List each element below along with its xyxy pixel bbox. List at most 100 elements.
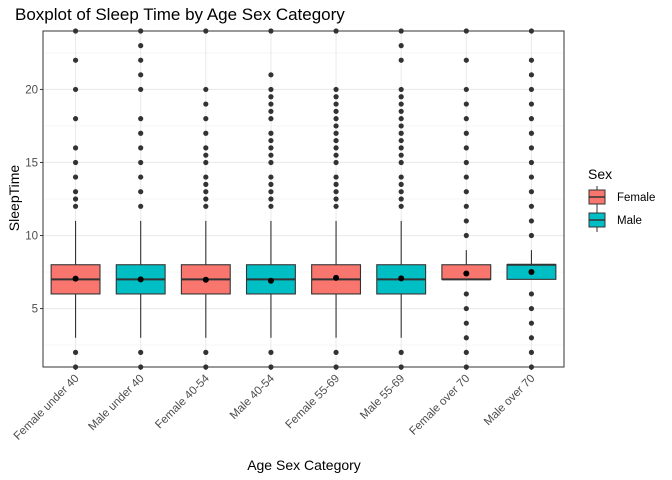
outlier-point [398, 57, 404, 63]
outlier-point [528, 335, 535, 341]
outlier-point [138, 116, 144, 122]
box-7 [506, 28, 557, 370]
outlier-point [203, 174, 209, 180]
panel-border [42, 30, 565, 368]
x-axis-title: Age Sex Category [247, 457, 361, 473]
outlier-point [463, 335, 469, 341]
outlier-point [528, 320, 535, 326]
outlier-point [398, 43, 404, 49]
outlier-point [72, 116, 79, 122]
outlier-point [398, 196, 404, 202]
box-4 [311, 28, 362, 370]
outlier-point [398, 116, 404, 122]
outlier-point [268, 196, 274, 202]
outlier-point [138, 43, 144, 49]
outlier-point [333, 349, 339, 355]
outlier-point [203, 159, 209, 166]
outlier-point [268, 189, 274, 195]
outlier-point [333, 123, 339, 129]
outlier-point [463, 189, 469, 195]
box-2 [180, 28, 231, 370]
outlier-point [528, 232, 535, 239]
x-tick-label: Female over 70 [407, 373, 472, 438]
outlier-point [333, 86, 339, 93]
outlier-point [203, 86, 209, 93]
outlier-point [203, 116, 209, 122]
outlier-point [138, 57, 144, 63]
outlier-point [333, 137, 339, 144]
outlier-point [463, 291, 469, 297]
legend-label: Male [617, 215, 642, 227]
outlier-point [398, 159, 404, 166]
mean-point [72, 275, 79, 282]
legend-label: Female [617, 192, 655, 204]
outlier-point [333, 203, 339, 209]
outlier-point [268, 137, 274, 144]
outlier-point [528, 189, 535, 195]
outlier-point [268, 181, 274, 187]
y-tick-label: 20 [25, 84, 38, 96]
outlier-point [333, 181, 339, 187]
x-tick-label: Male under 40 [86, 373, 146, 433]
box-5 [376, 28, 427, 370]
outlier-point [333, 130, 339, 136]
outlier-point [268, 349, 274, 355]
outlier-point [203, 349, 209, 355]
outlier-point [268, 86, 274, 93]
outlier-point [398, 203, 404, 209]
x-tick-label: Male 55-69 [358, 373, 407, 422]
x-tick-label: Female under 40 [12, 373, 82, 443]
outlier-point [72, 203, 79, 209]
outlier-point [398, 86, 404, 93]
outlier-point [463, 101, 469, 107]
chart-title: Boxplot of Sleep Time by Age Sex Categor… [15, 5, 345, 24]
outlier-point [203, 145, 209, 151]
outlier-point [268, 94, 274, 100]
outlier-point [268, 101, 274, 107]
mean-point [137, 276, 144, 283]
outlier-point [203, 130, 209, 136]
outlier-point [398, 145, 404, 151]
outlier-point [398, 123, 404, 129]
outlier-point [72, 189, 79, 195]
outlier-point [203, 152, 209, 158]
outlier-point [463, 145, 469, 151]
outlier-point [528, 101, 535, 107]
outlier-point [333, 94, 339, 100]
outlier-point [398, 174, 404, 180]
outlier-point [528, 218, 535, 224]
boxes-layer [50, 28, 557, 370]
outlier-point [528, 203, 535, 209]
outlier-point [268, 72, 274, 78]
y-axis-title: SleepTime [6, 165, 22, 232]
mean-point [528, 269, 535, 276]
x-tick-label: Female 55-69 [284, 373, 343, 432]
outlier-point [528, 116, 535, 122]
outlier-point [398, 349, 404, 355]
outlier-point [398, 189, 404, 195]
outlier-point [333, 159, 339, 166]
outlier-point [333, 116, 339, 122]
box-1 [115, 28, 166, 370]
outlier-point [138, 189, 144, 195]
outlier-point [463, 349, 469, 355]
outlier-point [528, 159, 535, 166]
x-tick-label: Female 40-54 [153, 372, 212, 431]
x-tick-label: Male 40-54 [228, 372, 278, 422]
legend-title: Sex [588, 166, 612, 182]
outlier-point [268, 159, 274, 166]
outlier-point [398, 137, 404, 144]
outlier-point [203, 203, 209, 209]
legend-key-male: Male [588, 209, 642, 232]
outlier-point [333, 108, 339, 114]
outlier-point [203, 189, 209, 195]
outlier-point [398, 152, 404, 158]
mean-point [267, 277, 274, 284]
outlier-point [463, 232, 469, 239]
outlier-point [138, 145, 144, 151]
outlier-point [463, 130, 469, 136]
outlier-point [268, 174, 274, 180]
outlier-point [138, 159, 144, 166]
outlier-point [463, 320, 469, 326]
outlier-point [333, 101, 339, 107]
